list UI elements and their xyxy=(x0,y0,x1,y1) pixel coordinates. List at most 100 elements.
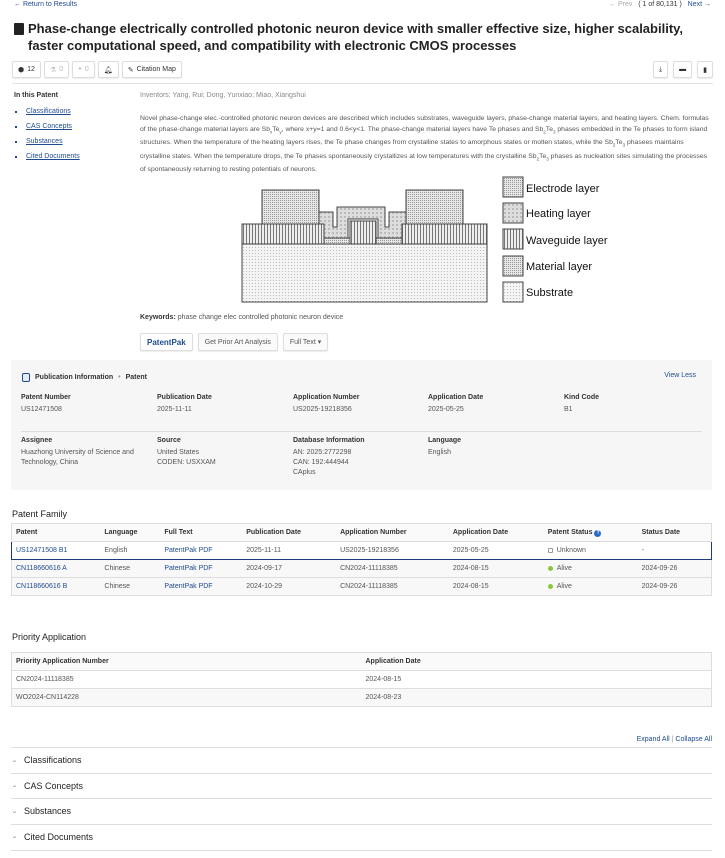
column-header: Application Number xyxy=(336,524,449,542)
table-row[interactable]: CN118660616 BChinesePatentPak PDF2024-10… xyxy=(12,578,712,596)
column-header: Priority Application Number xyxy=(12,653,362,671)
sidebar-link-cas-concepts[interactable]: CAS Concepts xyxy=(26,123,72,130)
arrow-left-icon: ← xyxy=(14,1,23,8)
legend-swatch-waveguide xyxy=(503,229,523,249)
in-this-patent-nav: In this Patent Classifications CAS Conce… xyxy=(14,92,124,168)
hexagon-icon: ⬢ xyxy=(18,66,24,74)
waveguide-right xyxy=(402,224,487,244)
field-language: LanguageEnglish xyxy=(428,436,558,458)
legend-swatch-electrode xyxy=(503,177,523,197)
bell-icon: 🔔︎ xyxy=(104,66,113,74)
field-publication-date: Publication Date2025-11-11 xyxy=(157,393,287,415)
patentpak-pdf-link[interactable]: PatentPak PDF xyxy=(164,565,212,572)
electrode-right xyxy=(406,190,463,224)
collapse-all-link[interactable]: Collapse All xyxy=(675,736,712,743)
toolbar: ⬢12 ⚗0 ❝0 🔔︎ ✎Citation Map ⤓ ▬ ▮ xyxy=(12,61,713,81)
column-header: Application Date xyxy=(362,653,712,671)
patent-family-heading: Patent Family xyxy=(12,509,67,519)
reactions-count-button[interactable]: ⚗0 xyxy=(44,61,69,78)
prior-art-button[interactable]: Get Prior Art Analysis xyxy=(198,333,278,351)
abstract-text: Te xyxy=(615,139,622,146)
legend-heating: Heating layer xyxy=(526,208,591,220)
download-button[interactable]: ⤓ xyxy=(653,61,668,78)
table-header: Priority Application NumberApplication D… xyxy=(12,653,712,671)
table-row: WO2024-CN1142282024-08-23 xyxy=(12,689,712,707)
bookmark-icon: ▮ xyxy=(703,66,707,74)
status-indicator-icon xyxy=(548,548,553,553)
electrode-left xyxy=(262,190,319,224)
prev-link[interactable]: ← Prev xyxy=(609,1,632,8)
chevron-down-icon: ⌄ xyxy=(12,833,24,840)
patent-link[interactable]: US12471508 B1 xyxy=(16,547,67,554)
divider xyxy=(11,850,712,851)
sidebar-link-cited-documents[interactable]: Cited Documents xyxy=(26,153,80,160)
chevron-down-icon: ⌄ xyxy=(12,757,24,764)
folder-button[interactable]: ▬ xyxy=(673,61,692,78)
return-to-results-link[interactable]: ← Return to Results xyxy=(14,1,77,11)
legend-swatch-substrate xyxy=(503,282,523,302)
substances-count-button[interactable]: ⬢12 xyxy=(12,61,41,78)
abstract: Novel phase-change elec.-controlled phot… xyxy=(140,113,712,175)
status-indicator-icon xyxy=(548,584,553,589)
legend-electrode: Electrode layer xyxy=(526,183,600,195)
sidebar-link-substances[interactable]: Substances xyxy=(26,138,63,145)
citation-map-icon: ✎ xyxy=(128,66,134,74)
field-application-number: Application NumberUS2025-19218356 xyxy=(293,393,423,415)
patent-figure: Electrode layer Heating layer Waveguide … xyxy=(240,172,615,304)
citation-map-button[interactable]: ✎Citation Map xyxy=(122,61,182,78)
help-icon[interactable]: ? xyxy=(594,530,601,537)
expand-collapse-controls: Expand All | Collapse All xyxy=(637,736,712,743)
field-assignee: AssigneeHuazhong University of Science a… xyxy=(21,436,151,468)
next-link[interactable]: Next → xyxy=(688,1,711,8)
top-navigation: ← Return to Results ← Prev ( 1 of 80,131… xyxy=(14,1,711,11)
legend-swatch-material xyxy=(503,256,523,276)
document-icon xyxy=(14,23,24,35)
section-classifications[interactable]: ⌄Classifications xyxy=(11,747,712,773)
divider xyxy=(21,431,702,432)
page-title: Phase-change electrically controlled pho… xyxy=(14,20,715,54)
patent-icon xyxy=(22,373,30,382)
table-row[interactable]: CN118660616 AChinesePatentPak PDF2024-09… xyxy=(12,560,712,578)
waveguide-center xyxy=(350,221,376,244)
field-source: SourceUnited StatesCODEN: USXXAM xyxy=(157,436,287,468)
patent-link[interactable]: CN118660616 A xyxy=(16,565,67,572)
patent-link[interactable]: CN118660616 B xyxy=(16,583,67,590)
field-kind-code: Kind CodeB1 xyxy=(564,393,694,415)
column-header: Application Date xyxy=(449,524,544,542)
result-position: ( 1 of 80,131 ) xyxy=(638,1,682,8)
inventors: Inventors: Yang, Rui; Dong, Yunxiao; Mia… xyxy=(140,92,712,99)
field-patent-number: Patent NumberUS12471508 xyxy=(21,393,151,415)
section-cited-documents[interactable]: ⌄Cited Documents xyxy=(11,824,712,850)
legend-substrate: Substrate xyxy=(526,287,573,299)
column-header: Publication Date xyxy=(242,524,336,542)
patentpak-button[interactable]: PatentPak xyxy=(140,333,193,351)
expand-all-link[interactable]: Expand All xyxy=(637,736,670,743)
patentpak-pdf-link[interactable]: PatentPak PDF xyxy=(164,583,212,590)
download-icon: ⤓ xyxy=(659,66,662,74)
abstract-text: Te xyxy=(546,126,553,133)
chevron-down-icon: ⌄ xyxy=(12,782,24,789)
section-cas-concepts[interactable]: ⌄CAS Concepts xyxy=(11,773,712,799)
table-row: CN2024-111183852024-08-15 xyxy=(12,671,712,689)
patentpak-pdf-link[interactable]: PatentPak PDF xyxy=(164,547,212,554)
citations-count-button[interactable]: ❝0 xyxy=(72,61,95,78)
notification-button[interactable]: 🔔︎ xyxy=(98,61,119,78)
substrate-shape xyxy=(242,244,487,302)
folder-icon: ▬ xyxy=(679,66,686,73)
section-substances[interactable]: ⌄Substances xyxy=(11,798,712,824)
column-header: Patent xyxy=(12,524,101,542)
full-text-dropdown[interactable]: Full Text ▾ xyxy=(283,333,328,351)
view-less-link[interactable]: View Less xyxy=(664,372,696,379)
column-header: Full Text xyxy=(160,524,242,542)
sidebar-link-classifications[interactable]: Classifications xyxy=(26,108,71,115)
table-row[interactable]: US12471508 B1EnglishPatentPak PDF2025-11… xyxy=(12,542,712,560)
action-buttons: PatentPak Get Prior Art Analysis Full Te… xyxy=(140,333,712,351)
column-header: Language xyxy=(100,524,160,542)
patent-family-table: PatentLanguageFull TextPublication DateA… xyxy=(11,523,712,596)
caret-down-icon: ▾ xyxy=(318,338,322,346)
bookmark-button[interactable]: ▮ xyxy=(697,61,713,78)
abstract-text: , where x+y=1 and 0.6<y<1. The phase-cha… xyxy=(282,126,544,133)
field-application-date: Application Date2025-05-25 xyxy=(428,393,558,415)
column-header: Status Date xyxy=(638,524,712,542)
publication-information-panel: Publication Information•Patent View Less… xyxy=(11,360,712,490)
